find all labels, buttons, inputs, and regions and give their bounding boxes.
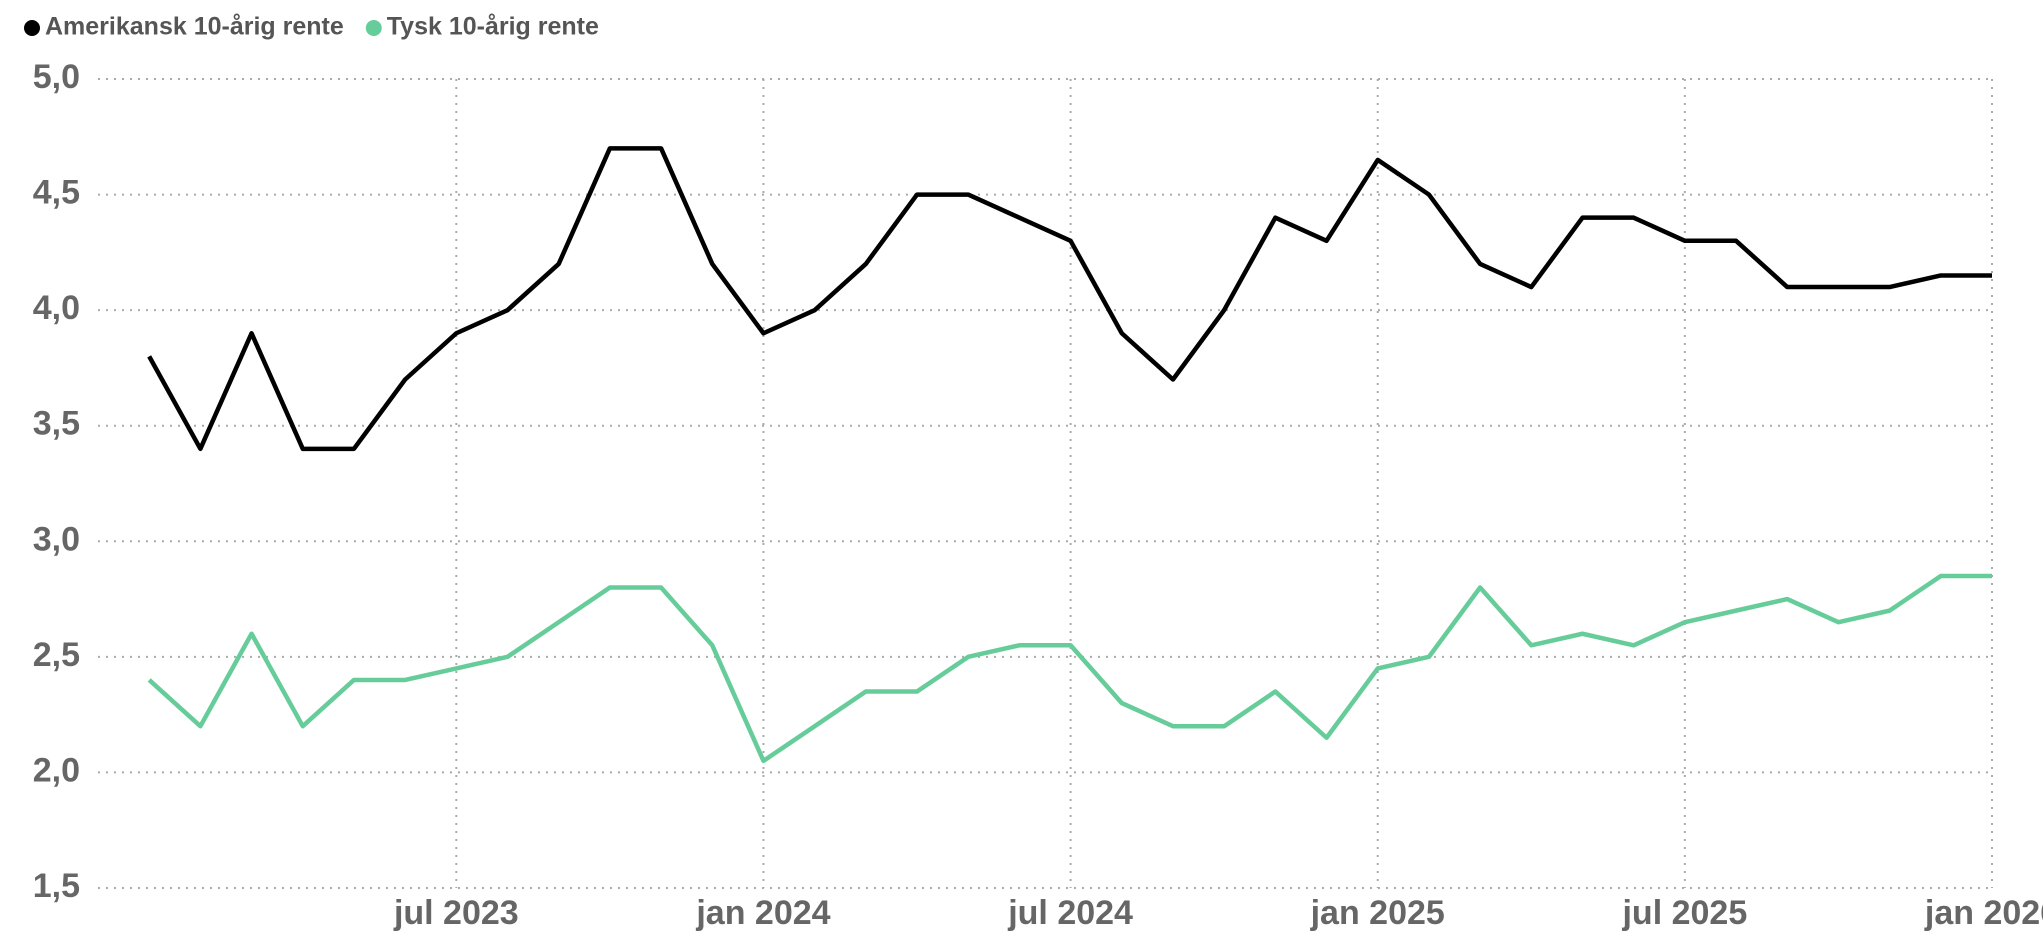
legend-marker (24, 20, 40, 36)
x-tick-label: jan 2024 (695, 894, 830, 932)
x-tick-label: jul 2024 (1007, 894, 1133, 932)
y-tick-label: 2,5 (33, 636, 80, 674)
x-tick-label: jan 2025 (1310, 894, 1445, 932)
y-tick-label: 4,5 (33, 174, 80, 212)
legend-label: Tysk 10-årig rente (387, 13, 599, 41)
x-tick-label: jul 2023 (393, 894, 519, 932)
legend-label: Amerikansk 10-årig rente (45, 13, 344, 41)
line (147, 573, 1992, 764)
y-tick-label: 1,5 (33, 867, 80, 905)
x-tick-label: jan 2026 (1924, 894, 2043, 932)
y-tick-label: 3,0 (33, 520, 80, 558)
y-tick-label: 5,0 (33, 58, 80, 96)
y-tick-label: 4,0 (33, 289, 80, 327)
y-tick-label: 2,0 (33, 751, 80, 789)
y-tick-label: 3,5 (33, 405, 80, 443)
legend-marker (365, 20, 382, 36)
line (147, 146, 1992, 452)
x-tick-label: jul 2025 (1621, 894, 1747, 932)
